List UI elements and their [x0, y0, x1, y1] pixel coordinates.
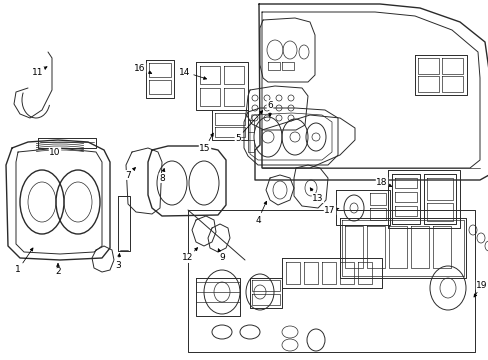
Text: 17: 17	[324, 206, 338, 215]
Text: 7: 7	[125, 167, 135, 180]
Text: 12: 12	[182, 248, 197, 262]
Text: 8: 8	[159, 168, 164, 183]
Text: 11: 11	[32, 67, 47, 77]
Text: 6: 6	[266, 100, 272, 116]
Text: 15: 15	[199, 133, 213, 153]
Text: 16: 16	[134, 63, 151, 73]
Text: 3: 3	[115, 253, 121, 270]
Text: 19: 19	[473, 280, 487, 297]
Text: 14: 14	[179, 68, 206, 79]
Text: 9: 9	[218, 249, 224, 262]
Text: 4: 4	[255, 201, 266, 225]
Text: 1: 1	[15, 248, 33, 275]
Text: 2: 2	[55, 264, 61, 276]
Text: 5: 5	[235, 111, 262, 143]
Text: 13: 13	[309, 188, 323, 202]
Text: 10: 10	[49, 148, 61, 157]
Text: 18: 18	[375, 177, 391, 186]
